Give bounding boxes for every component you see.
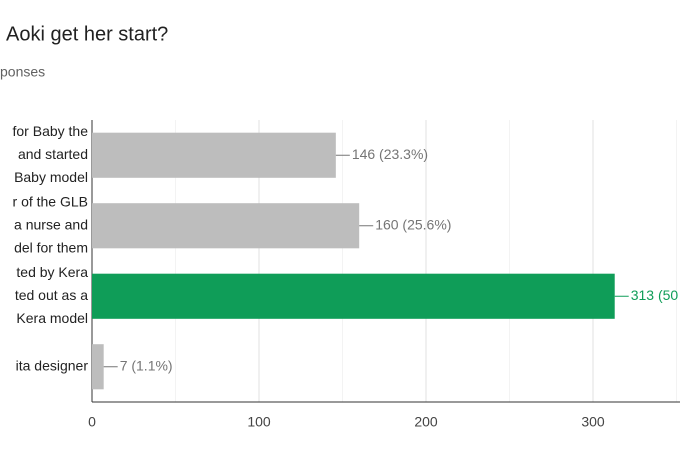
category-label: for Baby the	[13, 123, 89, 139]
value-label: 7 (1.1%)	[120, 357, 173, 373]
category-label: ted out as a	[15, 287, 88, 303]
category-label: r of the GLB	[13, 193, 88, 209]
x-tick-label: 100	[247, 414, 271, 430]
category-label: ita designer	[16, 357, 89, 373]
bar	[92, 344, 104, 390]
x-tick-label: 300	[581, 414, 605, 430]
chart-title: Aoki get her start?	[6, 23, 168, 45]
x-tick-label: 200	[414, 414, 438, 430]
category-label: a nurse and	[14, 216, 88, 232]
value-label: 160 (25.6%)	[375, 216, 451, 232]
value-label: 146 (23.3%)	[352, 146, 428, 162]
category-label: Kera model	[16, 310, 88, 326]
bar	[92, 132, 336, 178]
category-label: del for them	[14, 239, 88, 255]
category-label: and started	[18, 146, 88, 162]
value-label: 313 (50	[631, 287, 679, 303]
category-label: Baby model	[14, 169, 88, 185]
chart-subtitle: ponses	[0, 64, 45, 80]
category-label: ted by Kera	[16, 264, 88, 280]
bar	[92, 273, 615, 319]
x-tick-label: 0	[88, 414, 96, 430]
bar	[92, 203, 360, 249]
